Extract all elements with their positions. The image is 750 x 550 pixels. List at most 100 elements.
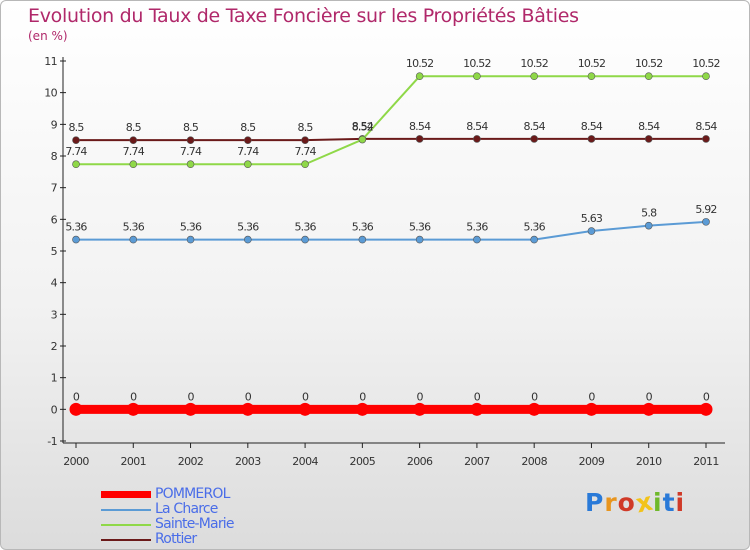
data-label: 5.8	[641, 207, 657, 220]
x-tick-label: 2009	[579, 455, 605, 468]
y-tick-label: 5	[51, 245, 58, 258]
data-label: 8.54	[524, 120, 546, 133]
legend-label: POMMEROL	[155, 486, 230, 502]
data-point	[642, 402, 656, 416]
legend-swatch-sainte-marie	[101, 524, 151, 526]
data-label: 10.52	[406, 57, 434, 70]
data-point	[530, 135, 538, 143]
data-label: 8.54	[638, 120, 660, 133]
data-label: 8.54	[466, 120, 488, 133]
data-point	[413, 402, 427, 416]
data-point	[184, 402, 198, 416]
data-label: 8.5	[68, 121, 84, 134]
data-label: 5.36	[237, 221, 259, 234]
logo-letter: P	[585, 488, 605, 517]
legend: POMMEROL La Charce Sainte-Marie Rottier	[101, 486, 321, 547]
y-tick-label: 8	[51, 150, 58, 163]
data-label: 8.54	[581, 120, 603, 133]
data-label: 5.92	[695, 203, 716, 216]
logo-letter: r	[604, 488, 618, 517]
data-label: 10.52	[520, 57, 548, 70]
data-label: 0	[588, 390, 595, 403]
x-tick-label: 2008	[521, 455, 547, 468]
series-line-sainte-marie	[76, 75, 706, 166]
data-label: 10.52	[635, 57, 663, 70]
legend-label: Sainte-Marie	[155, 516, 235, 532]
y-tick-label: 7	[51, 182, 58, 195]
data-label: 5.36	[409, 221, 431, 234]
data-point	[186, 160, 195, 169]
data-point	[301, 235, 309, 244]
data-point	[473, 135, 481, 143]
data-point	[587, 227, 596, 235]
data-label: 10.52	[578, 57, 606, 70]
data-label: 5.36	[180, 221, 202, 234]
data-point	[72, 160, 80, 169]
y-tick-label: 3	[51, 308, 58, 321]
x-tick-label: 2010	[636, 455, 662, 468]
x-tick-label: 2004	[292, 455, 318, 468]
data-label: 0	[73, 390, 80, 403]
data-label: 0	[187, 390, 194, 403]
x-tick-label: 2002	[178, 455, 204, 468]
data-label: 8.54	[695, 120, 717, 133]
data-point	[358, 135, 367, 144]
x-tick-label: 2003	[235, 455, 261, 468]
data-label: 10.52	[463, 57, 491, 70]
data-label: 0	[417, 390, 424, 403]
series-line-la charce	[76, 220, 707, 241]
data-label: 7.74	[123, 145, 145, 158]
data-label: 0	[359, 390, 366, 403]
data-point	[129, 136, 138, 144]
logo-letter: i	[675, 488, 686, 517]
data-label: 5.63	[581, 212, 603, 225]
data-point	[415, 235, 424, 244]
legend-item-sainte-marie: Sainte-Marie	[101, 516, 321, 532]
data-label: 8.5	[183, 121, 199, 134]
data-point	[186, 136, 195, 144]
data-point	[702, 218, 710, 226]
data-label: 7.74	[237, 145, 259, 158]
y-tick-label: 6	[51, 213, 58, 226]
y-tick-label: 10	[44, 87, 57, 100]
legend-item-pommerol: POMMEROL	[101, 486, 321, 502]
data-label: 5.36	[65, 221, 87, 234]
data-point	[244, 136, 252, 144]
data-point	[355, 402, 369, 416]
y-tick-label: -1	[47, 435, 57, 448]
data-point	[301, 160, 309, 169]
data-label: 8.5	[126, 121, 142, 134]
data-point	[298, 402, 312, 416]
data-point	[72, 136, 80, 144]
data-point	[126, 402, 140, 416]
legend-item-rottier: Rottier	[101, 531, 321, 547]
data-label: 0	[302, 390, 309, 403]
y-tick-label: 1	[51, 372, 57, 385]
data-point	[473, 235, 481, 244]
data-label: 5.36	[352, 221, 374, 234]
data-point	[587, 135, 596, 143]
data-point	[69, 402, 83, 416]
data-point	[470, 402, 484, 416]
data-label: 0	[703, 390, 710, 403]
legend-swatch-rottier	[101, 539, 151, 541]
logo-letter: o	[617, 488, 636, 517]
data-point	[530, 235, 538, 244]
data-point	[702, 72, 710, 80]
data-label: 8.5	[240, 121, 256, 134]
series-line-rottier	[76, 137, 706, 142]
data-label: 7.74	[180, 145, 202, 158]
data-label: 0	[531, 390, 538, 403]
data-point	[584, 402, 598, 416]
data-point	[244, 235, 252, 244]
data-label: 8.54	[352, 120, 374, 133]
legend-swatch-pommerol	[101, 491, 151, 498]
chart-subtitle: (en %)	[28, 29, 68, 43]
data-point	[358, 235, 367, 244]
data-label: 0	[130, 390, 137, 403]
data-label: 8.5	[298, 121, 314, 134]
data-label: 0	[245, 390, 252, 403]
x-tick-label: 2000	[63, 455, 89, 468]
